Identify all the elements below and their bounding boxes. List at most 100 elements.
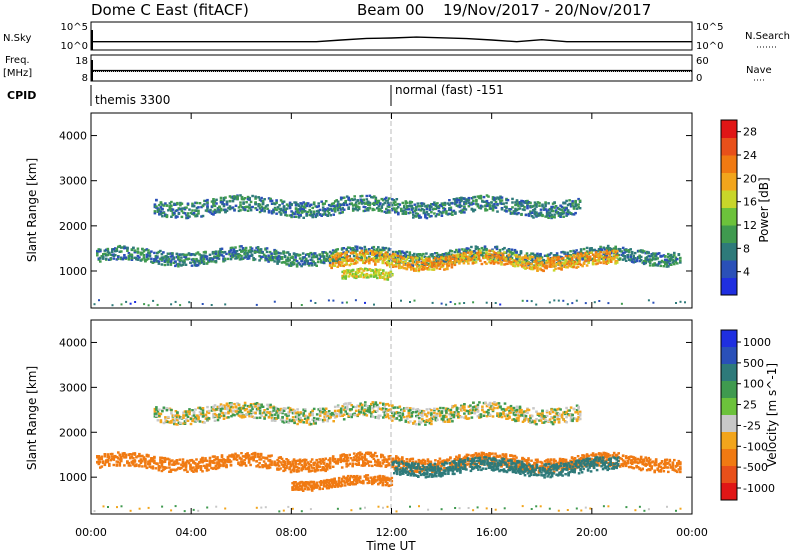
echo-cell (383, 411, 387, 414)
echo-cell (508, 416, 511, 419)
echo-cell (399, 259, 403, 262)
echo-cell (346, 246, 350, 249)
echo-cell (497, 402, 501, 405)
echo-cell (572, 213, 576, 216)
echo-cell (378, 254, 382, 257)
echo-cell (353, 412, 356, 415)
echo-cell (278, 210, 281, 214)
echo-cell (188, 412, 191, 416)
echo-cell (407, 211, 411, 215)
echo-cell (281, 200, 284, 204)
echo-cell (384, 251, 388, 254)
echo-cell (159, 412, 163, 416)
echo-cell (549, 263, 553, 266)
echo-cell (129, 302, 132, 305)
echo-cell (225, 252, 228, 256)
echo-cell (389, 253, 392, 256)
echo-cell (529, 416, 532, 420)
echo-cell (352, 262, 356, 265)
echo-cell (557, 263, 560, 266)
echo-cell (524, 261, 527, 265)
echo-cell (433, 417, 436, 420)
echo-cell (276, 256, 279, 259)
echo-cell (256, 248, 260, 252)
echo-cell (218, 413, 221, 416)
echo-cell (419, 205, 423, 208)
echo-cell (504, 262, 508, 266)
echo-cell (201, 420, 205, 424)
echo-cell (484, 209, 487, 212)
echo-cell (373, 409, 376, 413)
echo-cell (224, 208, 227, 211)
echo-cell (109, 258, 113, 261)
echo-cell (491, 198, 495, 201)
echo-cell (497, 257, 500, 260)
echo-cell (348, 259, 351, 262)
echo-cell (378, 256, 382, 260)
echo-cell (351, 275, 355, 278)
echo-cell (236, 402, 239, 405)
echo-cell (527, 419, 531, 422)
echo-cell (419, 257, 422, 260)
echo-cell (345, 301, 348, 304)
echo-cell (566, 262, 569, 266)
echo-cell (343, 263, 347, 267)
echo-cell (404, 260, 407, 264)
echo-cell (324, 213, 328, 216)
echo-cell (179, 416, 182, 419)
echo-cell (201, 407, 205, 410)
echo-cell (599, 254, 602, 257)
echo-cell (237, 403, 241, 407)
echo-cell (383, 210, 387, 214)
echo-cell (339, 257, 342, 260)
echo-cell (363, 252, 367, 255)
echo-cell (374, 268, 378, 271)
echo-cell (491, 207, 495, 210)
echo-cell (333, 200, 337, 203)
echo-cell (382, 269, 385, 272)
echo-cell (521, 208, 525, 211)
echo-cell (570, 258, 574, 262)
echo-cell (464, 252, 467, 255)
echo-cell (339, 211, 343, 214)
echo-cell (428, 262, 431, 265)
echo-cell (593, 248, 596, 252)
echo-cell (301, 257, 305, 260)
echo-cell (565, 207, 568, 210)
echo-cell (479, 204, 483, 207)
echo-cell (440, 212, 444, 215)
echo-cell (539, 413, 543, 416)
echo-cell (237, 414, 241, 417)
echo-cell (515, 419, 519, 422)
echo-cell (434, 252, 437, 255)
echo-cell (645, 251, 649, 255)
echo-cell (391, 204, 394, 207)
echo-cell (560, 212, 564, 215)
echo-cell (471, 262, 475, 265)
echo-cell (612, 253, 616, 257)
echo-cell (404, 212, 408, 215)
echo-cell (356, 271, 359, 275)
echo-cell (360, 406, 364, 409)
echo-cell (638, 249, 641, 253)
echo-cell (612, 250, 616, 254)
echo-cell (608, 251, 611, 254)
echo-cell (497, 197, 501, 201)
echo-cell (396, 254, 400, 258)
echo-cell (177, 415, 181, 418)
echo-cell (189, 422, 193, 426)
echo-cell (302, 216, 305, 219)
echo-cell (641, 261, 644, 264)
echo-cell (402, 254, 406, 258)
echo-cell (216, 254, 219, 257)
echo-cell (219, 414, 223, 418)
echo-cell (441, 253, 445, 256)
echo-cell (566, 251, 569, 254)
echo-cell (505, 408, 508, 411)
echo-cell (281, 410, 284, 413)
echo-cell (594, 255, 598, 258)
echo-cell (503, 246, 506, 250)
echo-cell (647, 258, 650, 262)
echo-cell (348, 270, 352, 273)
echo-cell (142, 250, 146, 253)
